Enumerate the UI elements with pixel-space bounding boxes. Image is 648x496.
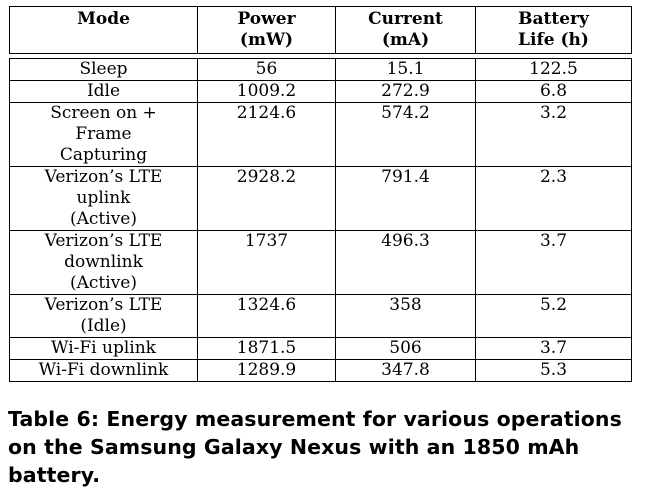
table-row: Idle 1009.2 272.9 6.8 (9, 80, 632, 103)
cell-power: 1289.9 (197, 359, 336, 382)
table-row: Wi-Fi uplink 1871.5 506 3.7 (9, 337, 632, 360)
cell-mode: Verizon’s LTE downlink (Active) (9, 230, 198, 295)
cell-current: 347.8 (335, 359, 476, 382)
cell-battery-life: 122.5 (475, 58, 632, 81)
cell-power: 2928.2 (197, 166, 336, 231)
cell-current: 358 (335, 294, 476, 338)
table-row: Wi-Fi downlink 1289.9 347.8 5.3 (9, 359, 632, 382)
table-row: Verizon’s LTE downlink (Active) 1737 496… (9, 230, 632, 295)
cell-current: 496.3 (335, 230, 476, 295)
cell-power: 1737 (197, 230, 336, 295)
cell-power: 2124.6 (197, 102, 336, 167)
cell-power: 1871.5 (197, 337, 336, 360)
cell-battery-life: 3.2 (475, 102, 632, 167)
cell-mode: Wi-Fi uplink (9, 337, 198, 360)
cell-mode: Screen on + Frame Capturing (9, 102, 198, 167)
header-current: Current (mA) (335, 6, 476, 54)
cell-battery-life: 3.7 (475, 337, 632, 360)
cell-battery-life: 6.8 (475, 80, 632, 103)
cell-battery-life: 5.2 (475, 294, 632, 338)
table-caption: Table 6: Energy measurement for various … (8, 407, 622, 487)
cell-battery-life: 3.7 (475, 230, 632, 295)
header-mode: Mode (9, 6, 198, 54)
cell-battery-life: 5.3 (475, 359, 632, 382)
energy-measurement-table: Mode Power (mW) Current (mA) Battery Lif… (9, 6, 632, 382)
table-row: Screen on + Frame Capturing 2124.6 574.2… (9, 102, 632, 167)
cell-current: 574.2 (335, 102, 476, 167)
header-battery-life: Battery Life (h) (475, 6, 632, 54)
cell-power: 1324.6 (197, 294, 336, 338)
cell-mode: Sleep (9, 58, 198, 81)
table-row: Sleep 56 15.1 122.5 (9, 58, 632, 81)
cell-mode: Verizon’s LTE (Idle) (9, 294, 198, 338)
cell-mode: Verizon’s LTE uplink (Active) (9, 166, 198, 231)
cell-current: 272.9 (335, 80, 476, 103)
table-header-row: Mode Power (mW) Current (mA) Battery Lif… (9, 6, 632, 54)
cell-mode: Idle (9, 80, 198, 103)
cell-battery-life: 2.3 (475, 166, 632, 231)
cell-current: 791.4 (335, 166, 476, 231)
cell-current: 506 (335, 337, 476, 360)
cell-power: 56 (197, 58, 336, 81)
cell-current: 15.1 (335, 58, 476, 81)
table-row: Verizon’s LTE (Idle) 1324.6 358 5.2 (9, 294, 632, 338)
cell-power: 1009.2 (197, 80, 336, 103)
header-power: Power (mW) (197, 6, 336, 54)
cell-mode: Wi-Fi downlink (9, 359, 198, 382)
table-row: Verizon’s LTE uplink (Active) 2928.2 791… (9, 166, 632, 231)
